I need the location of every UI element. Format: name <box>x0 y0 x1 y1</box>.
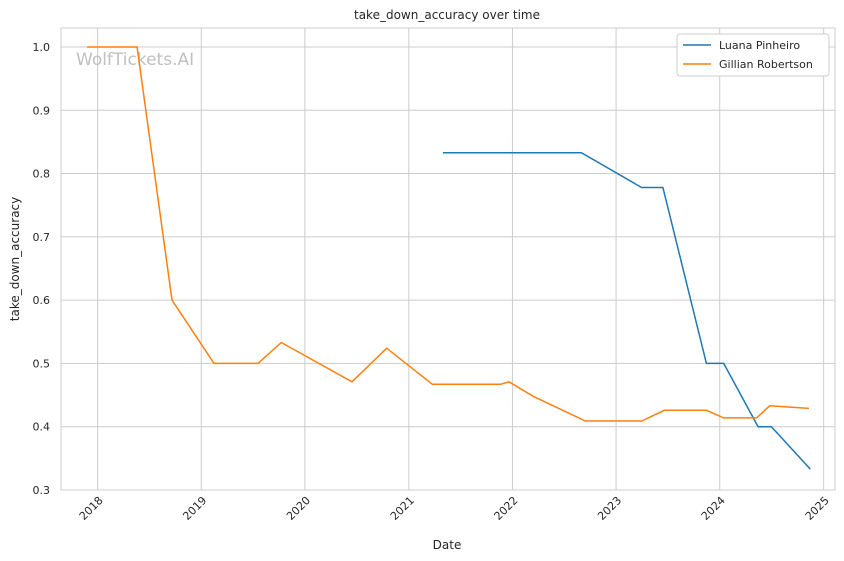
x-tick-label: 2021 <box>388 494 417 523</box>
y-tick-label: 0.7 <box>33 231 51 244</box>
x-tick-label: 2024 <box>699 494 728 523</box>
x-tick-label: 2019 <box>180 494 209 523</box>
y-tick-label: 0.6 <box>33 294 51 307</box>
y-tick-label: 1.0 <box>33 41 51 54</box>
y-tick-label: 0.8 <box>33 168 51 181</box>
legend: Luana Pinheiro Gillian Robertson <box>676 33 830 77</box>
chart-title: take_down_accuracy over time <box>354 8 540 22</box>
x-tick-label: 2023 <box>595 494 624 523</box>
watermark: WolfTickets.AI <box>76 50 194 70</box>
series-line-0 <box>442 151 811 470</box>
y-axis-label: take_down_accuracy <box>8 197 22 321</box>
series-line-1 <box>87 46 809 422</box>
x-axis-ticks: 2018 2019 2020 2021 2022 2023 2024 2025 <box>77 494 832 523</box>
y-tick-label: 0.4 <box>33 421 51 434</box>
series-lines <box>87 46 811 470</box>
plot-frame <box>60 27 836 491</box>
y-tick-label: 0.5 <box>33 357 51 370</box>
y-axis-ticks: 0.3 0.4 0.5 0.6 0.7 0.8 0.9 1.0 <box>33 41 51 497</box>
y-tick-label: 0.9 <box>33 104 51 117</box>
x-tick-label: 2018 <box>77 494 106 523</box>
x-tick-label: 2025 <box>803 494 832 523</box>
x-axis-label: Date <box>433 538 462 552</box>
x-tick-label: 2022 <box>492 494 521 523</box>
y-tick-label: 0.3 <box>33 484 51 497</box>
legend-label-1: Gillian Robertson <box>719 58 813 71</box>
legend-label-0: Luana Pinheiro <box>719 39 800 52</box>
x-tick-label: 2020 <box>284 494 313 523</box>
legend-box <box>676 33 830 77</box>
grid <box>61 28 835 491</box>
